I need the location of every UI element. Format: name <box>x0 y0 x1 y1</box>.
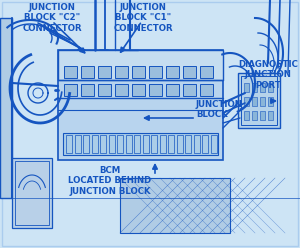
Bar <box>142 135 148 153</box>
Bar <box>166 84 179 96</box>
Bar <box>268 97 273 106</box>
Bar <box>109 135 115 153</box>
Bar <box>132 66 145 78</box>
Bar <box>166 66 179 78</box>
Bar <box>241 76 277 125</box>
Bar <box>100 135 106 153</box>
Bar <box>92 135 98 153</box>
Bar <box>66 135 72 153</box>
Bar <box>64 84 77 96</box>
Bar <box>0 18 12 198</box>
Bar <box>58 50 223 80</box>
Text: DIAGNOSTIC
JUNCTION
PORT: DIAGNOSTIC JUNCTION PORT <box>238 60 298 90</box>
Bar <box>149 84 162 96</box>
Bar <box>244 83 249 92</box>
Bar <box>244 97 249 106</box>
Bar <box>15 161 49 225</box>
Bar <box>63 133 218 155</box>
Bar <box>260 97 265 106</box>
Bar <box>183 84 196 96</box>
Text: BCM
LOCATED BEHIND
JUNCTION BLOCK: BCM LOCATED BEHIND JUNCTION BLOCK <box>68 166 152 196</box>
Bar <box>268 111 273 120</box>
Bar <box>252 111 257 120</box>
Bar <box>12 158 52 228</box>
Bar <box>260 111 265 120</box>
Bar <box>185 135 191 153</box>
Bar <box>202 135 208 153</box>
Bar <box>98 84 111 96</box>
Bar <box>58 50 223 160</box>
Text: JUNCTION
BLOCK "C1"
CONNECTOR: JUNCTION BLOCK "C1" CONNECTOR <box>113 3 173 33</box>
Bar <box>260 83 265 92</box>
Bar <box>252 83 257 92</box>
Bar <box>183 66 196 78</box>
Bar <box>160 135 166 153</box>
Bar <box>81 84 94 96</box>
Bar <box>81 66 94 78</box>
Bar <box>83 135 89 153</box>
Bar <box>125 135 131 153</box>
Bar <box>117 135 123 153</box>
Bar <box>252 97 257 106</box>
Bar <box>115 66 128 78</box>
Bar <box>149 66 162 78</box>
Bar <box>200 66 213 78</box>
Bar <box>98 66 111 78</box>
Bar <box>115 84 128 96</box>
Bar <box>74 135 80 153</box>
Bar <box>134 135 140 153</box>
Bar <box>64 66 77 78</box>
Text: JUNCTION
BLOCK "C2"
CONNECTOR: JUNCTION BLOCK "C2" CONNECTOR <box>22 3 82 33</box>
Bar <box>168 135 174 153</box>
Bar <box>238 73 280 128</box>
Bar <box>244 111 249 120</box>
Bar <box>132 84 145 96</box>
Bar <box>151 135 157 153</box>
Bar <box>120 178 230 233</box>
Bar <box>268 83 273 92</box>
Bar <box>176 135 182 153</box>
Bar <box>194 135 200 153</box>
Bar <box>200 84 213 96</box>
Bar <box>211 135 217 153</box>
Text: JUNCTION
BLOCK: JUNCTION BLOCK <box>196 100 243 119</box>
